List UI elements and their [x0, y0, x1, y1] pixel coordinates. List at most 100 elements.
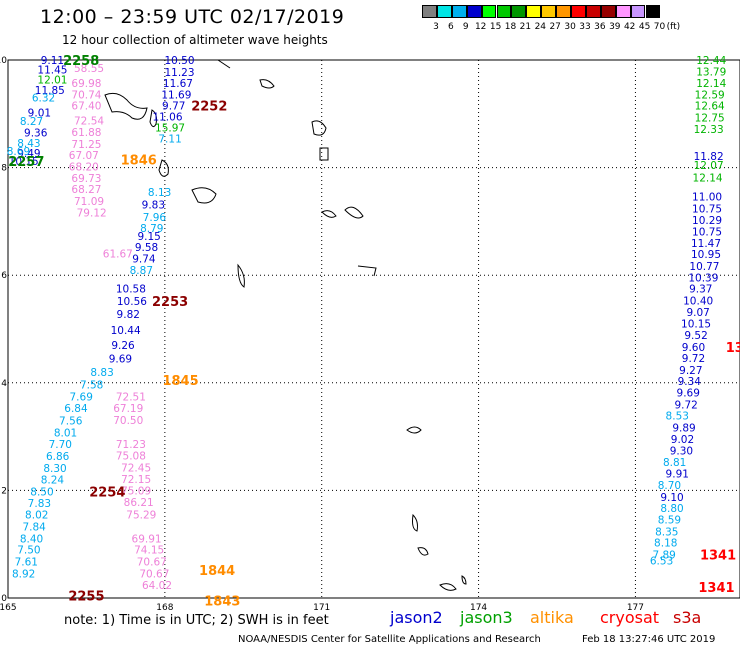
plot-frame — [7, 59, 740, 599]
swh-value: 7.69 — [70, 391, 93, 403]
swh-value: 11.06 — [152, 111, 182, 123]
colorbar-label: 21 — [519, 22, 532, 32]
y-tick-label: 2 — [1, 486, 7, 496]
colorbar-swatch — [436, 5, 452, 18]
swh-value: 69.98 — [71, 78, 101, 90]
swh-value: 9.02 — [671, 434, 694, 446]
island-outline — [319, 147, 329, 161]
swh-value: 8.50 — [30, 486, 53, 498]
orbit-number-label: 1846 — [121, 154, 157, 169]
orbit-number-label: 1843 — [204, 595, 240, 610]
swh-value: 7.58 — [80, 379, 103, 391]
swh-value: 12.14 — [696, 78, 726, 90]
y-tick-label: 6 — [1, 271, 7, 281]
swh-value: 79.12 — [77, 207, 107, 219]
colorbar-swatch — [630, 5, 646, 18]
swh-value: 8.18 — [654, 538, 677, 550]
colorbar-label: 3 — [433, 22, 439, 32]
swh-value: 9.69 — [677, 387, 700, 399]
swh-value: 7.50 — [17, 545, 40, 557]
swh-value: 8.30 — [43, 463, 66, 475]
swh-value: 9.91 — [666, 469, 689, 481]
swh-value: 9.74 — [132, 254, 156, 266]
swh-value: 10.15 — [9, 156, 39, 168]
swh-value: 9.37 — [689, 284, 712, 296]
colorbar-label: 42 — [623, 22, 636, 32]
colorbar-swatch — [451, 5, 467, 18]
island-outline — [344, 206, 364, 219]
generation-timestamp: Feb 18 13:27:46 UTC 2019 — [582, 634, 716, 645]
swh-value: 70.67 — [139, 568, 169, 580]
swh-value: 72.51 — [116, 391, 146, 403]
swh-value: 12.01 — [37, 74, 67, 86]
swh-value: 10.44 — [111, 325, 141, 337]
swh-value: 9.69 — [109, 354, 132, 366]
swh-value: 10.75 — [692, 227, 722, 239]
swh-value: 9.36 — [24, 128, 48, 140]
swh-value: 10.50 — [164, 55, 194, 67]
colorbar-label: 33 — [579, 22, 591, 32]
swh-value: 11.67 — [163, 78, 193, 90]
swh-value: 8.24 — [41, 475, 65, 487]
swh-value: 6.84 — [64, 403, 88, 415]
swh-value: 68.20 — [69, 162, 99, 174]
swh-value: 70.74 — [71, 89, 101, 101]
orbit-number-label: 1341 — [700, 548, 736, 563]
swh-value: 10.39 — [688, 272, 718, 284]
island-outline — [158, 159, 169, 177]
swh-value: 7.70 — [49, 439, 72, 451]
swh-value: 9.34 — [678, 376, 702, 388]
swh-value: 9.60 — [682, 342, 705, 354]
swh-value: 70.67 — [137, 556, 167, 568]
credit-line: NOAA/NESDIS Center for Satellite Applica… — [238, 634, 541, 645]
island-outline — [321, 210, 337, 218]
orbit-number-label: 2258 — [63, 54, 99, 69]
swh-value: 8.87 — [130, 265, 153, 277]
swh-value: 61.88 — [71, 127, 101, 139]
orbit-number-label: 2257 — [8, 155, 44, 170]
colorbar-swatch — [571, 5, 586, 18]
colorbar-swatch — [466, 5, 482, 18]
colorbar-label: 36 — [594, 22, 606, 32]
swh-value: 6.86 — [46, 451, 70, 463]
island-outline — [237, 263, 245, 288]
swh-value: 9.30 — [670, 446, 693, 458]
swh-value: 7.61 — [15, 556, 38, 568]
swh-value: 9.82 — [117, 309, 140, 321]
swh-value: 71.25 — [71, 139, 101, 151]
colorbar-swatch — [511, 5, 527, 18]
x-tick-label: 174 — [470, 603, 487, 610]
orbit-number-label: 2255 — [68, 589, 104, 604]
swh-value: 10.95 — [691, 249, 721, 261]
swh-value: 7.56 — [59, 415, 83, 427]
swh-value: 68.27 — [71, 184, 101, 196]
swh-value: 10.29 — [692, 215, 722, 227]
colorbar-label: 30 — [564, 22, 576, 32]
colorbar-label: 6 — [448, 22, 454, 32]
swh-value: 12.75 — [695, 113, 725, 125]
swh-value: 10.77 — [689, 261, 719, 273]
data-points: 9.1111.4511.859.019.369.4910.1510.5011.2… — [7, 55, 727, 592]
swh-value: 8.79 — [140, 223, 163, 235]
swh-value: 13.79 — [696, 66, 726, 78]
x-tick-label: 177 — [627, 603, 644, 610]
swh-value: 67.07 — [69, 150, 99, 162]
swh-value: 8.35 — [655, 526, 678, 538]
swh-value: 7.11 — [158, 134, 181, 146]
swh-value: 58.55 — [74, 63, 104, 75]
swh-value: 8.01 — [54, 427, 77, 439]
swh-value: 10.58 — [116, 284, 146, 296]
swh-value: 9.01 — [28, 108, 51, 120]
swh-value: 8.83 — [90, 367, 113, 379]
swh-value: 71.09 — [74, 196, 104, 208]
y-axis-ticks: 0 2 4 6 8 10 — [0, 56, 7, 604]
island-outline — [406, 426, 422, 434]
swh-value: 67.19 — [113, 403, 143, 415]
swh-value: 9.72 — [674, 399, 697, 411]
chart-subtitle: 12 hour collection of altimeter wave hei… — [62, 33, 328, 47]
swh-value: 75.09 — [121, 485, 151, 497]
colorbar-swatch — [615, 5, 631, 18]
swh-value: 8.43 — [17, 138, 40, 150]
swh-value: 11.69 — [161, 89, 191, 101]
